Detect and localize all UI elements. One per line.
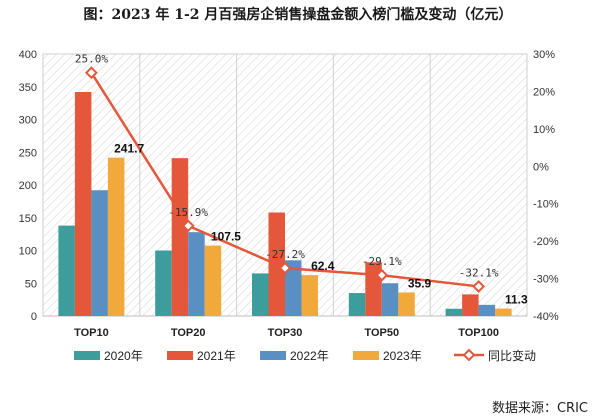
y-right-tick: -30% [533, 274, 559, 286]
y-right-tick: -10% [533, 199, 559, 211]
bar-2021年 [74, 91, 92, 317]
bar-2021年 [462, 294, 479, 316]
y-right-tick: 20% [533, 86, 555, 98]
bar-2022年 [478, 304, 496, 316]
bar-2023年 [301, 275, 318, 316]
legend-swatch-2021年 [167, 351, 193, 360]
y-right-tick: 10% [533, 124, 555, 136]
bar-2022年 [91, 190, 108, 316]
yoy-marker [278, 261, 292, 275]
y-left-tick: 200 [19, 180, 37, 192]
x-category-label: TOP20 [171, 327, 206, 339]
bar-2022年 [188, 232, 205, 316]
bar-2022年 [285, 260, 302, 316]
yoy-marker [472, 280, 486, 293]
bar-2023年 [398, 292, 415, 316]
y-left-tick: 300 [19, 115, 37, 127]
data-labels: 241.7 107.5 62.4 35.9 11.3 25.0% -15.9% -27.2% -… [75, 53, 528, 307]
y-left-tick: 100 [19, 246, 37, 258]
yoy-marker [181, 219, 195, 233]
y-right-tick: -40% [533, 311, 559, 323]
legend-line-marker [462, 348, 476, 362]
x-category-label: TOP50 [364, 327, 399, 339]
bar-data-label: 241.7 [114, 142, 144, 156]
legend-swatch-2022年 [260, 351, 286, 360]
yoy-data-label: -15.9% [168, 206, 208, 219]
legend-swatch-2023年 [353, 351, 379, 360]
bar-2020年 [155, 250, 172, 316]
bar-2021年 [365, 262, 382, 316]
bar-data-label: 62.4 [311, 259, 335, 273]
x-category-label: TOP30 [268, 327, 303, 339]
chart-title: 图：2023 年 1-2 月百强房企销售操盘金额入榜门槛及变动（亿元） [83, 7, 513, 23]
bar-data-label: 35.9 [408, 276, 432, 290]
bar-data-label: 11.3 [505, 293, 528, 307]
bar-2020年 [445, 308, 463, 316]
y-left-tick: 0 [31, 311, 37, 323]
y-left-tick: 50 [25, 278, 37, 290]
bar-2023年 [107, 157, 125, 316]
y-right-tick: 30% [533, 49, 555, 61]
bar-2023年 [495, 308, 512, 316]
yoy-marker [375, 268, 389, 282]
x-category-label: TOP10 [74, 327, 109, 339]
y-right-tick: -20% [533, 236, 559, 248]
legend-label: 2020年 [104, 349, 143, 363]
legend-label: 2023年 [383, 349, 422, 363]
legend-label: 同比变动 [488, 348, 536, 363]
y-left-tick: 350 [19, 82, 37, 94]
legend-label: 2022年 [290, 349, 329, 363]
y-left-tick: 250 [19, 147, 37, 159]
source-note: 数据来源：CRIC [491, 401, 588, 416]
legend: 2020年 2021年 2022年 2023年 同比变动 [74, 348, 536, 363]
x-category-label: TOP100 [458, 327, 499, 339]
bar-data-label: 107.5 [211, 230, 241, 244]
yoy-marker [84, 66, 98, 80]
bar-2020年 [58, 225, 75, 316]
legend-label: 2021年 [197, 349, 236, 363]
bar-2022年 [381, 283, 399, 316]
yoy-data-label: -27.2% [265, 248, 305, 261]
bar-2020年 [348, 293, 366, 316]
legend-swatch-2020年 [74, 351, 100, 360]
bar-2020年 [252, 273, 269, 316]
yoy-line [84, 66, 486, 293]
yoy-data-label: 25.0% [75, 53, 108, 66]
bar-2021年 [171, 158, 189, 316]
yoy-data-label: -32.1% [459, 266, 499, 279]
bar-2023年 [204, 245, 222, 316]
yoy-data-label: -29.1% [362, 255, 402, 268]
y-left-tick: 400 [19, 49, 37, 61]
bars [58, 91, 512, 317]
y-left-tick: 150 [19, 213, 37, 225]
y-right-tick: 0% [533, 161, 549, 173]
